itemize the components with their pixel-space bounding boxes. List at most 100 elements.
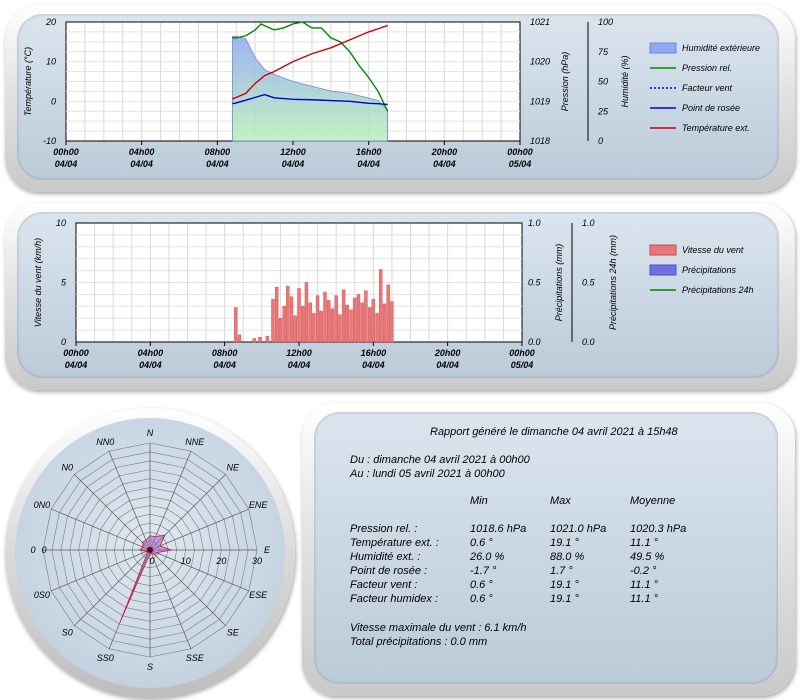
report-panel <box>314 412 778 684</box>
legend-label: Précipitations <box>682 265 737 275</box>
radial-tick-label: 0 <box>149 556 154 566</box>
x-tick-label: 16h00 <box>356 147 382 157</box>
report-from: Du : dimanche 04 avril 2021 à 00h00 <box>350 454 530 466</box>
rose-spoke <box>108 451 151 551</box>
y-tick-label: 20 <box>45 17 56 27</box>
x-tick-label: 16h00 <box>361 348 387 358</box>
report-row-max: 1.7 ° <box>550 565 573 577</box>
wind-bar <box>265 335 270 343</box>
x-tick-label: 20h00 <box>431 147 458 157</box>
wind-bar <box>379 269 383 343</box>
report-panel-frame <box>302 403 795 696</box>
direction-label: N <box>147 428 154 438</box>
legend-swatch <box>649 264 677 276</box>
wind-bar <box>289 296 294 343</box>
x-tick-label: 08h00 <box>205 147 231 157</box>
wind-bar <box>356 294 361 343</box>
x-tick-label: 04/04 <box>213 360 236 370</box>
report-row-avg: 11.1 ° <box>630 537 659 549</box>
dew-point-line <box>232 93 388 106</box>
report-row-max: 88.0 % <box>550 551 585 563</box>
wind-bar <box>341 289 346 343</box>
report-row-max: 1021.0 hPa <box>550 523 607 535</box>
x-tick-label: 04/04 <box>65 360 88 370</box>
y-tick-label: 0 <box>61 337 66 347</box>
precip24-tick-label: 1.0 <box>582 218 595 228</box>
rose-spoke <box>149 549 249 592</box>
pressure-tick-label: 1021 <box>530 17 550 27</box>
legend-label: Point de rosée <box>682 103 740 113</box>
wind-bar <box>293 315 297 343</box>
x-tick-label: 00h00 <box>63 348 89 358</box>
report-row-min: 0.6 ° <box>470 593 493 605</box>
direction-label: 0S0 <box>34 590 50 600</box>
wind-bar <box>338 314 342 343</box>
legend-label: Humidité extérieure <box>682 43 760 53</box>
wind-chart: 00h00 04/04 04h00 04/04 08h00 04/04 12h00 04/04… <box>33 218 754 370</box>
pressure-tick-label: 1019 <box>530 96 550 106</box>
wind-bar <box>252 338 257 343</box>
report-row-avg: 11.1 ° <box>630 593 659 605</box>
wind-bar <box>353 297 357 343</box>
wind-bar <box>234 307 238 343</box>
wind-rose-center <box>147 547 153 553</box>
report-row-max: 19.1 ° <box>550 593 579 605</box>
wind-bar <box>323 291 327 343</box>
rose-spoke <box>149 549 226 626</box>
direction-label: 0 <box>30 545 35 555</box>
direction-label: NNE <box>185 437 205 447</box>
direction-label: SS0 <box>97 653 114 663</box>
rose-spoke <box>74 474 151 551</box>
precip-axis-title: Précipitations (mm) <box>554 244 564 322</box>
y-tick-label: 5 <box>61 278 67 288</box>
wind-bar <box>282 306 286 343</box>
x-tick-label: 04/04 <box>55 159 78 169</box>
wind-bar <box>345 304 350 343</box>
report-row-label: Température ext. : <box>350 537 439 549</box>
report-row-max: 19.1 ° <box>550 579 579 591</box>
x-tick-label: 00h00 <box>507 147 533 157</box>
x-tick-label: 20h00 <box>434 348 461 358</box>
radial-tick-label: 0 <box>41 545 46 555</box>
temperature-chart: 00h00 04/04 04h00 04/04 08h00 04/04 12h00 04/04… <box>23 17 760 169</box>
wind-bar <box>319 310 323 343</box>
x-tick-label: 04/04 <box>206 159 229 169</box>
rose-spoke <box>149 508 249 551</box>
direction-label: NN0 <box>96 437 114 447</box>
x-tick-label: 08h00 <box>212 348 238 358</box>
legend-label: Précipitations 24h <box>682 285 754 295</box>
x-tick-label: 04/04 <box>130 159 153 169</box>
rose-spoke <box>149 451 192 551</box>
wind-bar <box>297 288 301 343</box>
precip-tick-label: 0.5 <box>528 278 542 288</box>
x-tick-label: 00h00 <box>509 348 535 358</box>
x-tick-label: 04h00 <box>129 147 155 157</box>
report-to: Au : lundi 05 avril 2021 à 00h00 <box>350 468 505 480</box>
wind-bar <box>386 284 390 343</box>
wind-bar <box>258 337 262 343</box>
legend-swatch <box>649 244 677 256</box>
humidity-tick-label: 50 <box>598 77 608 87</box>
precip24-tick-label: 0.0 <box>582 337 595 347</box>
humidity-tick-label: 75 <box>598 47 609 57</box>
wind-rose-area <box>119 534 173 623</box>
direction-label: S0 <box>62 628 73 638</box>
rose-spoke <box>51 549 151 592</box>
legend-label: Facteur vent <box>682 83 733 93</box>
legend-swatch <box>649 42 677 54</box>
direction-label: S <box>147 662 153 672</box>
report-row-label: Humidité ext. : <box>350 551 421 563</box>
humidity-tick-label: 25 <box>597 106 609 116</box>
radial-tick-label: 20 <box>215 556 226 566</box>
rose-spoke <box>149 549 192 649</box>
wind-bar <box>275 287 279 343</box>
direction-label: E <box>264 545 271 555</box>
report-row-min: 0.6 ° <box>470 537 493 549</box>
wind-bar <box>360 302 364 343</box>
wind-bar <box>371 298 376 343</box>
pressure-axis-title: Pression (hPa) <box>560 52 570 112</box>
wind-bar <box>315 295 320 343</box>
report: Rapport généré le dimanche 04 avril 2021… <box>302 403 795 696</box>
wind-bar <box>364 290 368 343</box>
wind-bar <box>334 295 338 343</box>
